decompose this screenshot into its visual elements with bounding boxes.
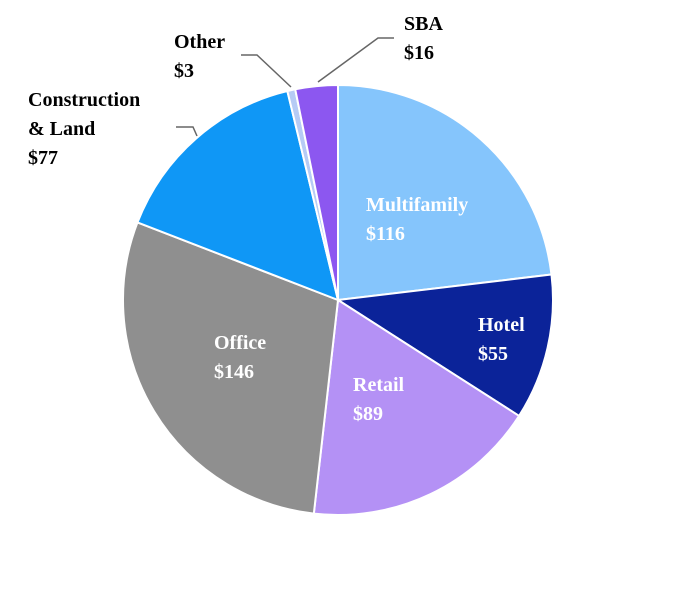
label-other: Other $3 [174,31,225,82]
category-label: SBA [404,13,443,35]
leader-line-other [241,54,292,88]
slice-multifamily [337,84,553,301]
category-label: Other [174,31,225,53]
label-construction-and-land: Construction & Land $77 [28,89,140,169]
leader-lines [176,37,394,137]
category-label: Construction [28,89,140,111]
category-label: Retail [353,374,405,396]
slice-construction-and-land [136,90,339,301]
slice-sba [294,84,339,301]
value-label: $55 [478,343,508,365]
pie-slices [122,84,554,517]
slice-labels: Multifamily $116 Hotel $55 Retail $89 Office $1… [28,13,525,425]
value-label: $16 [404,42,434,64]
label-office: Office $146 [214,332,266,383]
value-label: $3 [174,60,194,82]
slice-hotel [337,273,554,417]
label-sba: SBA $16 [404,13,443,64]
category-label: Multifamily [366,194,468,216]
category-label: Hotel [478,314,525,336]
label-retail: Retail $89 [353,374,405,425]
label-multifamily: Multifamily $116 [366,194,468,245]
slice-office [122,221,339,515]
value-label: $89 [353,403,383,425]
label-hotel: Hotel $55 [478,314,525,365]
category-label: Office [214,332,266,354]
slice-retail [312,299,521,517]
value-label: $116 [366,223,405,245]
value-label: $77 [28,147,58,169]
value-label: $146 [214,361,254,383]
category-label: & Land [28,118,95,140]
leader-line-sba [317,37,394,83]
leader-line-construction-and-land [176,126,198,137]
